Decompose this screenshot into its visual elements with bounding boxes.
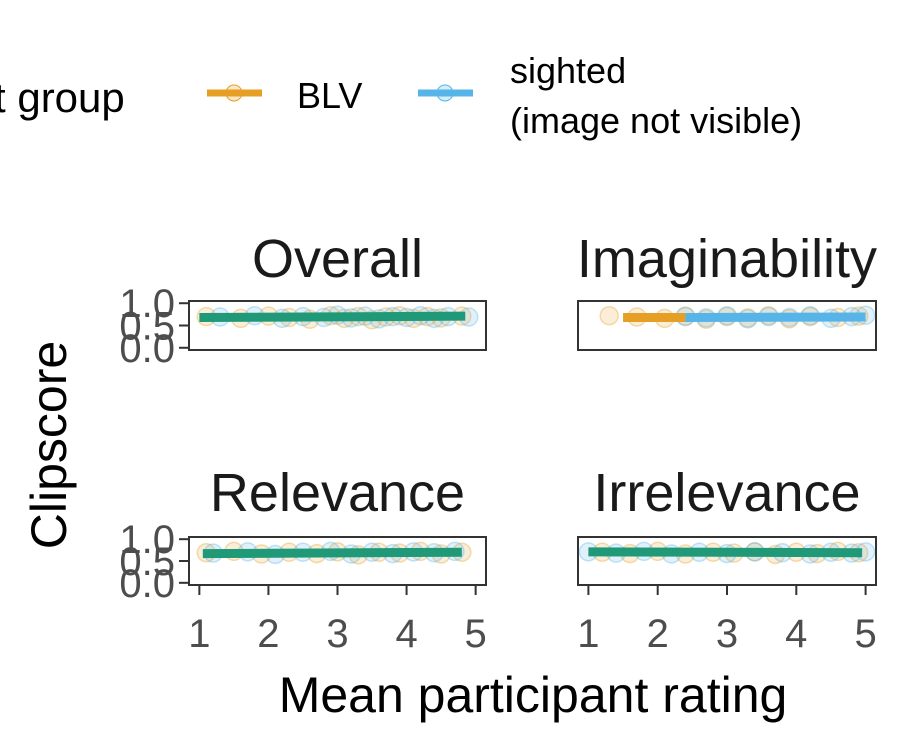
- facet-title: Irrelevance: [593, 463, 860, 523]
- x-tick-label: 3: [326, 612, 348, 656]
- y-tick-label: 0.0: [119, 562, 175, 606]
- legend-key-blv-point: [225, 84, 243, 102]
- x-tick-label: 5: [465, 612, 487, 656]
- x-tick-label: 2: [647, 612, 669, 656]
- fit-line-overlap: [588, 547, 863, 558]
- y-tick-label: 0.0: [119, 327, 175, 371]
- legend-label-blv: BLV: [297, 75, 362, 116]
- fit-line-overlap: [199, 311, 466, 322]
- legend-key-sighted-point: [436, 84, 454, 102]
- legend-label-sighted: sighted: [510, 50, 626, 91]
- plot-area: [599, 305, 876, 330]
- facet-imaginability: Imaginability: [577, 229, 877, 351]
- y-axis-title: Clipscore: [21, 341, 77, 549]
- x-tick-label: 1: [188, 612, 210, 656]
- data-point-blv: [599, 305, 619, 326]
- fit-line-overlap: [202, 547, 462, 559]
- facet-title: Relevance: [210, 463, 465, 523]
- legend-title: t group: [0, 74, 125, 121]
- facet-irrelevance: Irrelevance 1 2 3 4 5: [577, 463, 877, 656]
- facet-title: Overall: [252, 229, 423, 289]
- plot-area: [578, 541, 876, 565]
- x-tick-label: 5: [854, 612, 876, 656]
- x-tick-label: 3: [716, 612, 738, 656]
- facet-relevance: Relevance 0.00.51.0 1 2 3 4 5: [119, 463, 487, 656]
- x-tick-label: 1: [577, 612, 599, 656]
- facet-title: Imaginability: [577, 229, 877, 289]
- x-tick-label: 2: [257, 612, 279, 656]
- legend-label-sighted-line2: (image not visible): [510, 100, 802, 141]
- y-tick-label: 0.5: [119, 305, 175, 349]
- legend: t group BLV sighted (image not visible): [0, 50, 802, 141]
- y-tick-label: 1.0: [119, 518, 175, 562]
- plot-area: [196, 305, 479, 330]
- y-tick-label: 0.5: [119, 540, 175, 584]
- facet-overall: Overall 0.00.51.0: [119, 229, 487, 371]
- y-tick-label: 1.0: [119, 282, 175, 326]
- plot-area: [196, 541, 472, 565]
- facet-panels: Overall0.00.51.0ImaginabilityRelevance0.…: [119, 229, 877, 656]
- x-axis-title: Mean participant rating: [279, 667, 788, 723]
- x-tick-label: 4: [395, 612, 417, 656]
- x-tick-label: 4: [785, 612, 807, 656]
- panel-border: [577, 300, 877, 351]
